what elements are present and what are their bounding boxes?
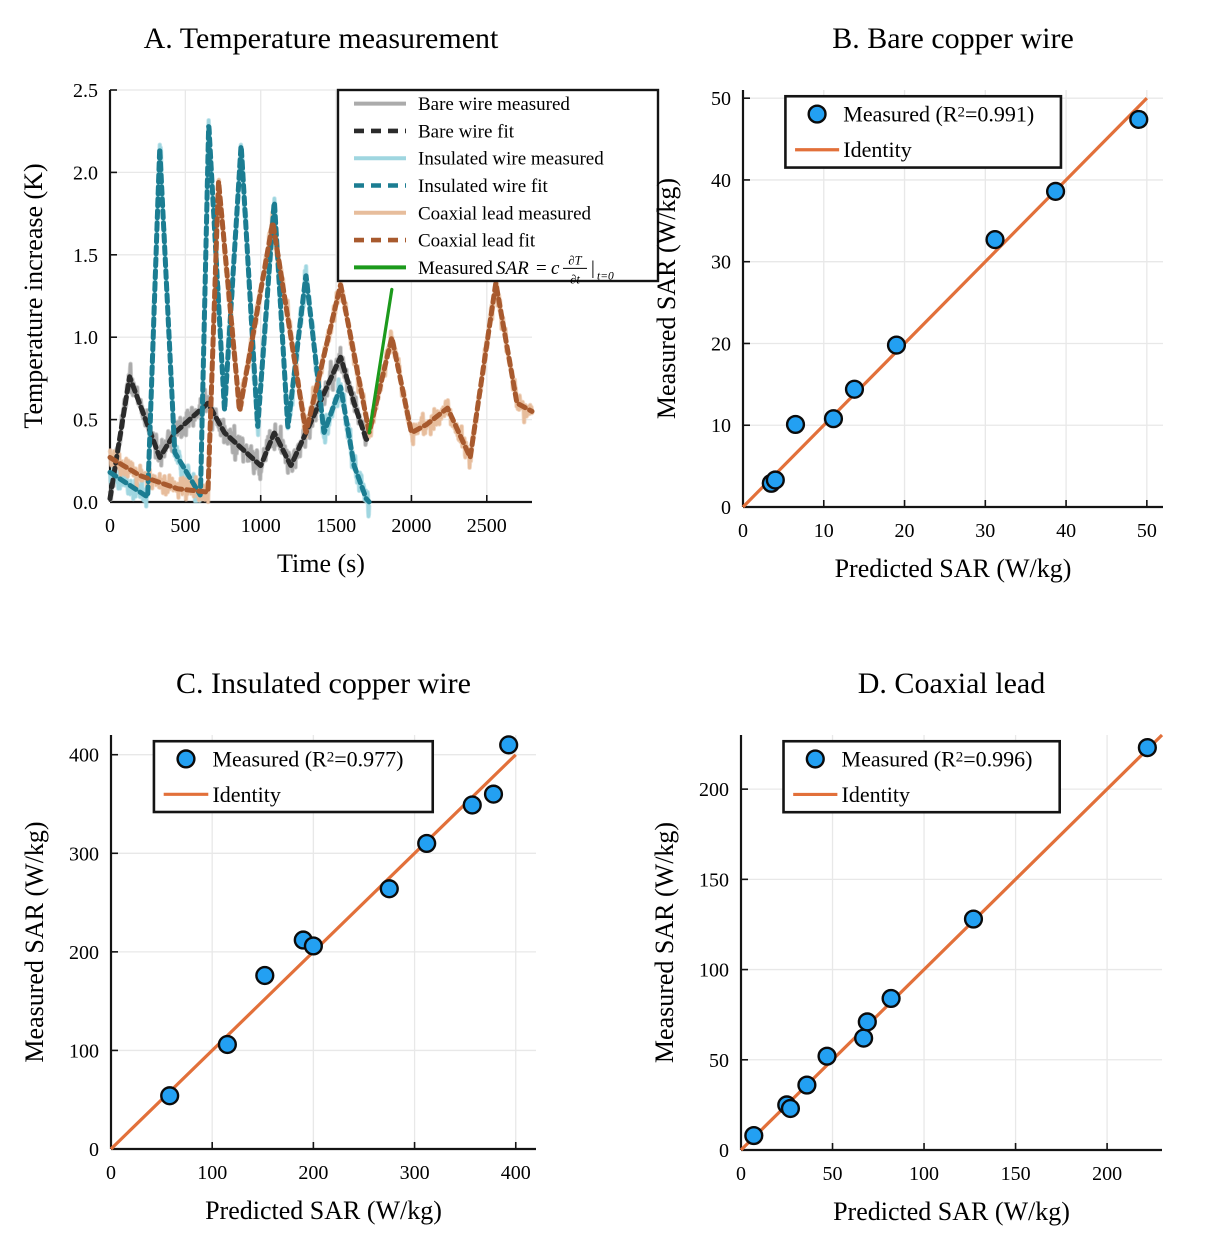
svg-text:200: 200 [298,1162,328,1184]
svg-text:Predicted SAR (W/kg): Predicted SAR (W/kg) [205,1196,442,1225]
svg-text:A. Temperature measurement: A. Temperature measurement [144,22,499,55]
svg-text:∂t: ∂t [570,272,580,286]
svg-text:100: 100 [197,1162,227,1184]
svg-text:D. Coaxial lead: D. Coaxial lead [858,667,1045,700]
svg-text:20: 20 [895,520,915,542]
svg-text:0: 0 [721,497,731,519]
svg-text:Insulated wire measured: Insulated wire measured [418,149,604,170]
svg-text:0: 0 [738,520,748,542]
svg-text:2000: 2000 [391,515,431,537]
svg-text:200: 200 [699,779,729,801]
svg-text:400: 400 [501,1162,531,1184]
svg-text:30: 30 [711,252,731,274]
svg-text:100: 100 [69,1040,99,1062]
svg-text:Measured SAR (W/kg): Measured SAR (W/kg) [650,822,679,1063]
svg-text:10: 10 [814,520,834,542]
svg-text:50: 50 [709,1050,729,1072]
svg-text:Identity: Identity [212,782,280,807]
svg-text:Measured SAR (W/kg): Measured SAR (W/kg) [20,821,49,1062]
svg-text:200: 200 [69,942,99,964]
svg-text:Coaxial lead fit: Coaxial lead fit [418,231,536,252]
svg-text:0.5: 0.5 [73,410,98,432]
svg-text:0: 0 [106,1162,116,1184]
svg-text:150: 150 [1001,1163,1031,1185]
svg-text:Insulated wire fit: Insulated wire fit [418,176,549,197]
svg-text:Coaxial lead measured: Coaxial lead measured [418,203,592,224]
svg-text:400: 400 [69,745,99,767]
svg-text:300: 300 [400,1162,430,1184]
svg-text:Temperature increase (K): Temperature increase (K) [19,163,48,428]
svg-text:2.0: 2.0 [73,162,98,184]
svg-text:1000: 1000 [241,515,281,537]
svg-text:Measured (R2=0.977): Measured (R2=0.977) [212,746,403,771]
svg-text:0: 0 [719,1140,729,1162]
svg-text:2500: 2500 [467,515,507,537]
svg-text:500: 500 [170,515,200,537]
svg-text:Identity: Identity [843,137,911,162]
svg-text:50: 50 [1137,520,1157,542]
svg-text:Measured: Measured [418,258,493,279]
svg-text:Bare wire fit: Bare wire fit [418,121,515,142]
svg-text:Identity: Identity [842,782,910,807]
svg-text:C. Insulated copper wire: C. Insulated copper wire [176,667,471,700]
svg-text:300: 300 [69,843,99,865]
svg-text:SAR: SAR [496,258,529,279]
svg-text:Measured SAR (W/kg): Measured SAR (W/kg) [652,178,681,419]
svg-text:0.0: 0.0 [73,492,98,514]
svg-text:40: 40 [711,170,731,192]
svg-text:50: 50 [823,1163,843,1185]
svg-text:1500: 1500 [316,515,356,537]
svg-text:Bare wire measured: Bare wire measured [418,94,570,115]
svg-text:50: 50 [711,88,731,110]
svg-text:∂T: ∂T [568,253,582,267]
svg-text:100: 100 [699,960,729,982]
svg-text:c: c [551,258,560,279]
svg-text:Predicted SAR (W/kg): Predicted SAR (W/kg) [835,554,1072,583]
svg-text:100: 100 [909,1163,939,1185]
svg-text:Predicted SAR (W/kg): Predicted SAR (W/kg) [833,1197,1070,1226]
svg-text:Measured (R2=0.996): Measured (R2=0.996) [842,746,1033,771]
svg-text:0: 0 [105,515,115,537]
svg-text:1.5: 1.5 [73,245,98,267]
svg-text:Measured (R2=0.991): Measured (R2=0.991) [843,102,1034,127]
svg-text:1.0: 1.0 [73,327,98,349]
svg-text:|: | [591,258,595,279]
svg-text:30: 30 [975,520,995,542]
svg-text:=: = [536,258,547,279]
svg-text:10: 10 [711,415,731,437]
svg-text:20: 20 [711,333,731,355]
svg-text:150: 150 [699,869,729,891]
svg-text:0: 0 [736,1163,746,1185]
svg-text:40: 40 [1056,520,1076,542]
svg-text:0: 0 [89,1139,99,1161]
svg-text:200: 200 [1092,1163,1122,1185]
svg-text:B. Bare copper wire: B. Bare copper wire [832,22,1074,55]
svg-text:t=0: t=0 [597,270,614,282]
svg-text:Time (s): Time (s) [277,549,365,578]
svg-text:2.5: 2.5 [73,80,98,102]
